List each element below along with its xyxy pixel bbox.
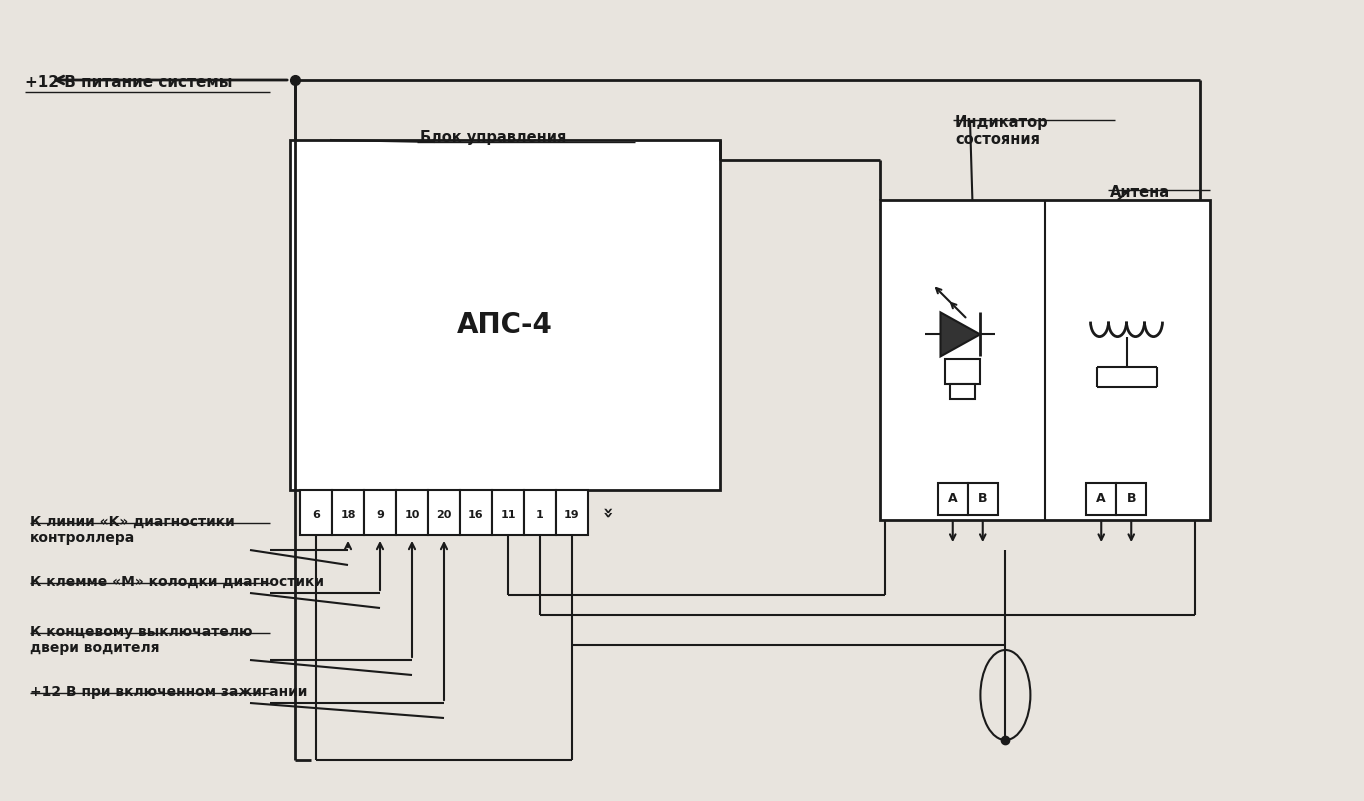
- Bar: [937, 483, 967, 515]
- Text: 11: 11: [501, 509, 516, 520]
- Text: АПС-4: АПС-4: [457, 311, 552, 339]
- Bar: [291, 140, 720, 490]
- Text: A: A: [948, 493, 958, 505]
- Text: К клемме «M» колодки диагностики: К клемме «M» колодки диагностики: [30, 575, 325, 589]
- Bar: [428, 490, 460, 535]
- Text: B: B: [1127, 493, 1136, 505]
- Bar: [396, 490, 428, 535]
- Text: »: »: [596, 506, 614, 518]
- Text: +12 В при включенном зажигании: +12 В при включенном зажигании: [30, 685, 307, 699]
- Text: 10: 10: [404, 509, 420, 520]
- Bar: [300, 490, 331, 535]
- Text: Блок управления: Блок управления: [420, 130, 566, 145]
- Text: 9: 9: [376, 509, 383, 520]
- Bar: [949, 384, 975, 400]
- Bar: [492, 490, 524, 535]
- Bar: [364, 490, 396, 535]
- Bar: [1086, 483, 1116, 515]
- Text: 6: 6: [312, 509, 321, 520]
- Bar: [967, 483, 997, 515]
- Text: 20: 20: [436, 509, 451, 520]
- Text: 18: 18: [340, 509, 356, 520]
- Polygon shape: [941, 312, 981, 356]
- Text: A: A: [1097, 493, 1106, 505]
- Bar: [524, 490, 557, 535]
- Bar: [460, 490, 492, 535]
- Bar: [331, 490, 364, 535]
- Bar: [945, 360, 979, 384]
- Bar: [880, 200, 1210, 520]
- Text: 1: 1: [536, 509, 544, 520]
- Text: 16: 16: [468, 509, 484, 520]
- Text: B: B: [978, 493, 988, 505]
- Text: Индикатор
состояния: Индикатор состояния: [955, 115, 1049, 147]
- Text: К концевому выключателю
двери водителя: К концевому выключателю двери водителя: [30, 625, 252, 655]
- Bar: [557, 490, 588, 535]
- Text: +12 В питание системы: +12 В питание системы: [25, 75, 232, 90]
- Text: Антена: Антена: [1110, 185, 1170, 200]
- Bar: [1116, 483, 1146, 515]
- Text: 19: 19: [565, 509, 580, 520]
- Text: К линии «K» диагностики
контроллера: К линии «K» диагностики контроллера: [30, 515, 235, 545]
